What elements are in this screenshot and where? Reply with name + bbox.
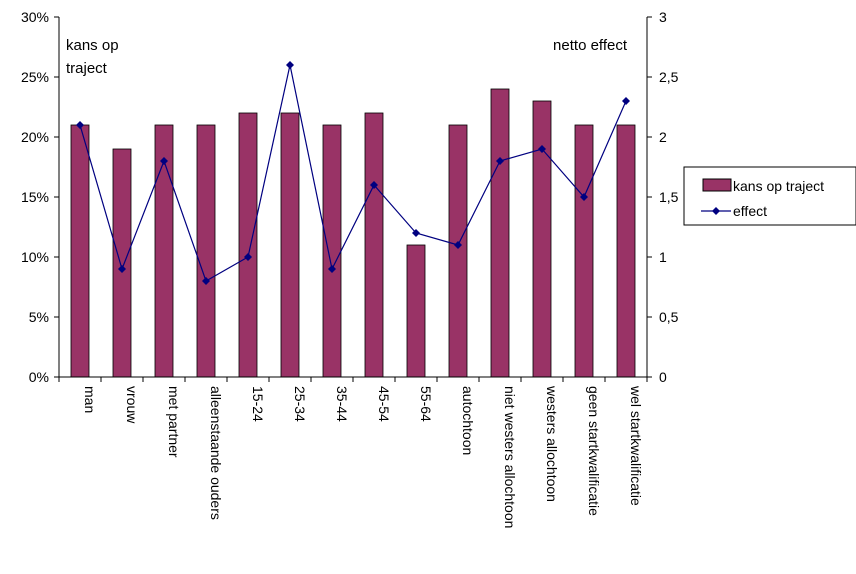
- right-tick-label: 0,5: [659, 309, 679, 325]
- right-tick-label: 3: [659, 9, 667, 25]
- bar: [616, 124, 636, 378]
- x-category-label: 45-54: [376, 386, 392, 422]
- effect-point: [496, 157, 504, 165]
- legend-swatch-marker: [712, 207, 720, 215]
- right-tick-label: 2: [659, 129, 667, 145]
- bar: [112, 148, 132, 378]
- bar: [574, 124, 594, 378]
- right-tick-label: 1,5: [659, 189, 679, 205]
- plot-area: [70, 61, 636, 378]
- effect-point: [118, 265, 126, 273]
- left-tick-label: 25%: [21, 69, 49, 85]
- bar: [490, 88, 510, 378]
- bar: [70, 124, 90, 378]
- axes: 0% 5% 10% 15% 20% 25% 30% 0 0,5 1 1,5 2 2,5 3 man vrouw…: [21, 9, 679, 528]
- x-category-label: met partner: [166, 386, 182, 458]
- legend: kans op traject effect: [683, 166, 856, 226]
- left-tick-label: 30%: [21, 9, 49, 25]
- legend-label-line: effect: [733, 203, 767, 219]
- x-category-label: 35-44: [334, 386, 350, 422]
- x-category-label: man: [82, 386, 98, 413]
- left-tick-label: 10%: [21, 249, 49, 265]
- effect-point: [622, 97, 630, 105]
- x-category-label: alleenstaande ouders: [208, 386, 224, 520]
- left-tick-label: 20%: [21, 129, 49, 145]
- x-category-label: vrouw: [124, 386, 140, 424]
- left-tick-label: 5%: [29, 309, 49, 325]
- left-axis-annotation-line1: kans op: [66, 37, 119, 54]
- bar: [280, 112, 300, 378]
- x-category-label: 25-34: [292, 386, 308, 422]
- x-category-label: 15-24: [250, 386, 266, 422]
- right-tick-label: 1: [659, 249, 667, 265]
- effect-point: [454, 241, 462, 249]
- effect-point: [76, 121, 84, 129]
- x-category-label: niet westers allochtoon: [502, 386, 518, 528]
- effect-series-line: [79, 64, 627, 282]
- bar: [448, 124, 468, 378]
- legend-box: [683, 166, 856, 226]
- bar: [238, 112, 258, 378]
- effect-point: [328, 265, 336, 273]
- left-tick-label: 15%: [21, 189, 49, 205]
- effect-point: [286, 61, 294, 69]
- left-axis-annotation-line2: traject: [66, 60, 108, 77]
- right-tick-label: 0: [659, 369, 667, 385]
- legend-swatch-bar: [702, 178, 732, 192]
- bar: [406, 244, 426, 378]
- right-tick-label: 2,5: [659, 69, 679, 85]
- bar: [532, 100, 552, 378]
- effect-point: [538, 145, 546, 153]
- legend-label-bar: kans op traject: [733, 178, 824, 194]
- effect-point: [244, 253, 252, 261]
- x-category-label: wel startkwalificatie: [628, 385, 644, 506]
- effect-point: [160, 157, 168, 165]
- bar: [196, 124, 216, 378]
- x-category-label: autochtoon: [460, 386, 476, 455]
- effect-point: [580, 193, 588, 201]
- bar: [364, 112, 384, 378]
- effect-point: [202, 277, 210, 285]
- x-category-label: geen startkwalificatie: [586, 386, 602, 516]
- x-category-label: 55-64: [418, 386, 434, 422]
- effect-point: [412, 229, 420, 237]
- effect-point: [370, 181, 378, 189]
- left-tick-label: 0%: [29, 369, 49, 385]
- x-category-label: westers allochtoon: [544, 385, 560, 502]
- right-axis-annotation: netto effect: [553, 37, 628, 54]
- bar: [322, 124, 342, 378]
